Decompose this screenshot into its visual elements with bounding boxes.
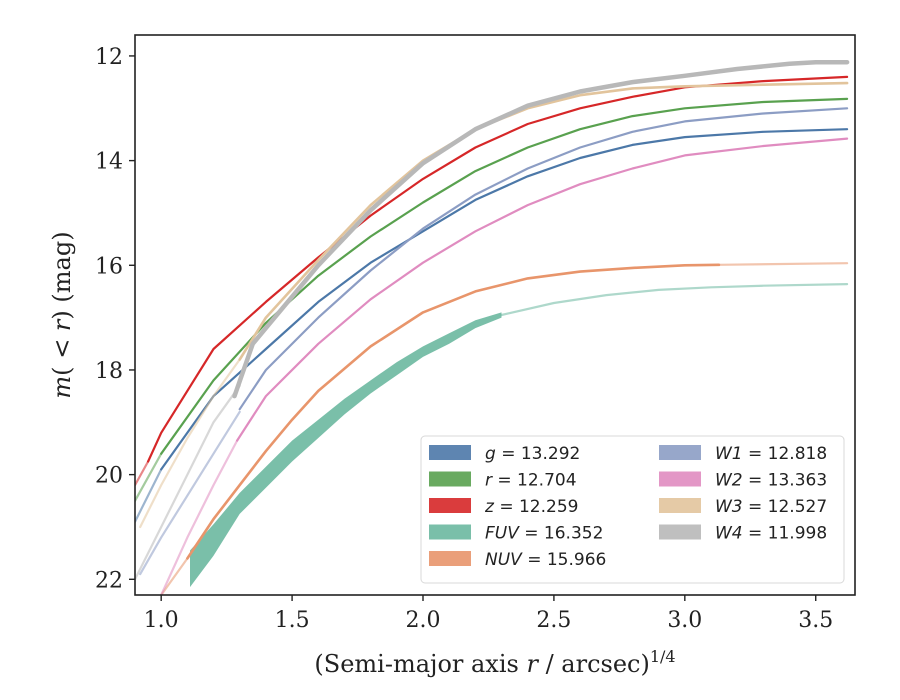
legend-label-z: z = 12.259 [484,497,578,517]
legend-swatch-z [429,498,471,513]
legend-swatch-w4 [659,524,701,540]
x-tick-label: 1.5 [275,608,310,633]
series-w3-line [238,81,849,361]
legend-label-w4: W4 = 11.998 [715,524,827,544]
series-r-extrapolated [135,452,163,502]
x-tick-label: 1.0 [144,608,179,633]
series-layer [135,59,850,595]
series-z-line [147,75,849,463]
series-w1-extrapolated [139,410,241,576]
legend-label-w1: W1 = 12.818 [715,444,827,464]
legend-swatch-w3 [659,498,701,513]
legend-box [420,435,845,584]
series-w2-extrapolated [160,439,239,595]
y-tick-label: 12 [95,45,123,70]
series-z-extrapolated [135,460,150,487]
series-w2-line [236,137,849,442]
x-axis-label: (Semi-major axis r / arcsec)1/4 [314,647,675,678]
y-axis-label: m( < r) (mag) [48,231,76,398]
legend-label-w2: W2 = 13.363 [715,471,827,491]
plot-frame [134,34,856,596]
legend-swatch-nuv [429,551,471,566]
y-tick-label: 14 [95,150,123,175]
legend: g = 13.292 r = 12.704 z = 12.259 FUV = 16.3… [420,435,845,584]
x-tick-label: 2.0 [406,608,441,633]
series-w1-line [238,107,849,411]
legend-label-r: r = 12.704 [485,471,577,491]
legend-label-fuv: FUV = 16.352 [485,524,603,544]
y-tick-label: 20 [95,464,123,489]
y-tick-label: 18 [95,359,123,384]
legend-swatch-w2 [659,471,701,487]
legend-label-nuv: NUV = 15.966 [485,550,606,570]
legend-swatch-w1 [659,445,701,460]
series-g-line [160,128,849,471]
series-nuv-line [186,263,721,560]
x-tick-label: 3.0 [667,608,702,633]
legend-swatch-fuv [429,524,471,540]
series-nuv-extrapolated [717,262,849,266]
series-r-line [160,97,849,455]
series-fuv-extrapolated [500,283,849,317]
series-nuv-extrapolated [160,557,189,595]
series-g-extrapolated [135,468,163,523]
series-w4-extrapolated [135,384,241,581]
legend-swatch-g [429,445,471,460]
x-tick-label: 2.5 [536,608,571,633]
y-tick-label: 22 [95,568,123,593]
legend-label-g: g = 13.292 [485,444,580,464]
series-w3-extrapolated [139,358,241,529]
y-tick-label: 16 [95,254,123,279]
series-w4-line [232,59,850,399]
tick-layer: 1.0 1.5 2.0 2.5 3.0 3.5 12 14 16 18 20 22 [95,45,833,633]
legend-label-w3: W3 = 12.527 [715,497,827,517]
legend-swatch-r [429,471,471,487]
x-tick-label: 3.5 [798,608,833,633]
